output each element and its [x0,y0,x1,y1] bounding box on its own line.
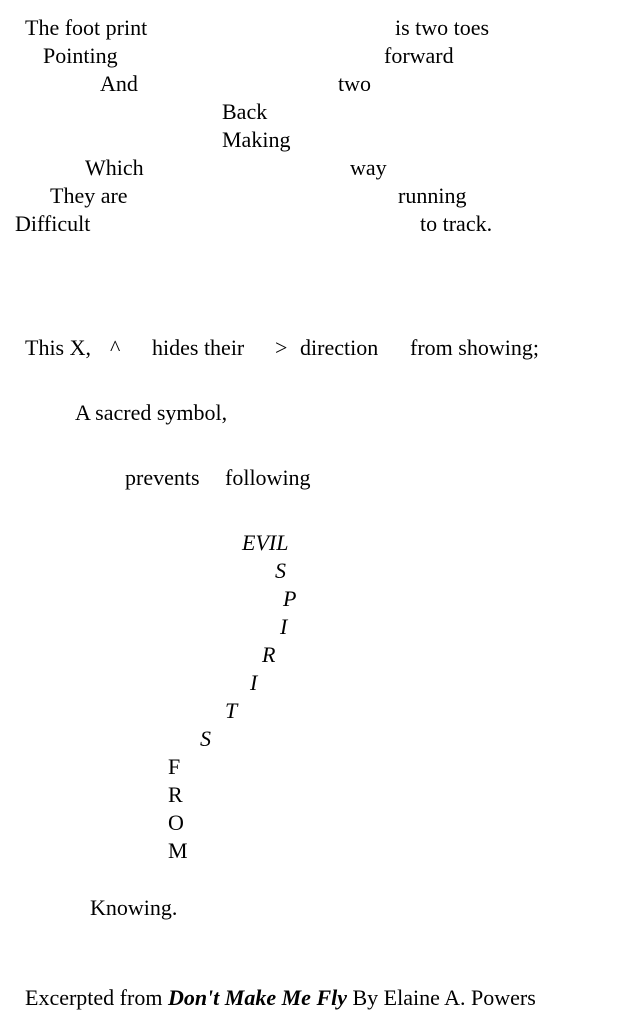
caret-symbol: ^ [110,335,120,361]
poem-line-8a: Difficult [15,211,90,237]
poem-line-2b: forward [384,43,454,69]
poem-line-prevents: prevents [125,465,200,491]
from-r: R [168,782,183,808]
poem-line-thisx-f: from showing; [410,335,539,361]
poem-line-1b: is two toes [395,15,489,41]
from-o: O [168,810,184,836]
poem-line-sacred: A sacred symbol, [75,400,227,426]
from-f: F [168,754,180,780]
poem-line-4: Back [222,99,267,125]
evil-r: R [262,642,275,668]
poem-line-3a: And [100,71,138,97]
poem-line-8b: to track. [420,211,492,237]
poem-line-6b: way [350,155,387,181]
credit-line: Excerpted from Don't Make Me Fly By Elai… [25,985,536,1011]
credit-title: Don't Make Me Fly [168,985,347,1010]
credit-suffix: By Elaine A. Powers [347,985,536,1010]
poem-line-following: following [225,465,311,491]
evil-s: S [275,558,286,584]
evil-word: EVIL [242,530,288,556]
poem-line-3b: two [338,71,371,97]
poem-line-thisx-a: This X, [25,335,91,361]
poem-line-2a: Pointing [43,43,118,69]
knowing-word: Knowing. [90,895,177,921]
from-m: M [168,838,188,864]
evil-i2: I [250,670,257,696]
gt-symbol: > [275,335,287,361]
poem-line-1a: The foot print [25,15,147,41]
evil-p: P [283,586,296,612]
evil-s2: S [200,726,211,752]
poem-line-7a: They are [50,183,128,209]
poem-line-5: Making [222,127,290,153]
poem-line-7b: running [398,183,466,209]
poem-line-thisx-c: hides their [152,335,244,361]
evil-t: T [225,698,237,724]
evil-i1: I [280,614,287,640]
poem-line-6a: Which [85,155,144,181]
credit-prefix: Excerpted from [25,985,168,1010]
poem-line-thisx-e: direction [300,335,378,361]
